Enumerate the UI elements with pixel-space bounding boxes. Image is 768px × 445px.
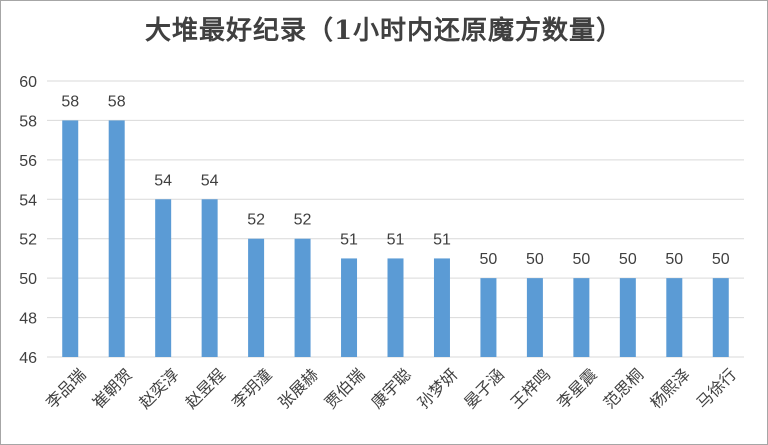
x-tick-label: 赵奕淳: [135, 365, 182, 412]
x-tick-label: 范思桐: [600, 365, 647, 412]
data-label: 50: [712, 251, 730, 268]
x-tick-label: 李星震: [553, 365, 600, 412]
x-tick-label: 贾伯瑞: [321, 365, 368, 412]
x-tick-label: 崔朝贺: [89, 365, 136, 412]
bar: [294, 238, 311, 357]
bar: [433, 258, 450, 357]
bar: [62, 120, 79, 357]
y-tick-label: 50: [19, 271, 37, 288]
bar: [248, 238, 265, 357]
bar: [201, 199, 218, 357]
data-label: 58: [108, 93, 126, 110]
data-label: 58: [61, 93, 79, 110]
bar: [108, 120, 125, 357]
data-label: 54: [154, 172, 172, 189]
bar: [666, 278, 683, 357]
data-label: 50: [480, 251, 498, 268]
bar: [712, 278, 729, 357]
data-label: 52: [294, 212, 312, 229]
x-tick-label: 李玥潼: [228, 365, 275, 412]
data-label: 51: [387, 231, 405, 248]
y-tick-label: 58: [19, 113, 37, 130]
bar: [619, 278, 636, 357]
data-label: 50: [619, 251, 637, 268]
x-tick-label: 王梓鸣: [507, 365, 554, 412]
bar: [387, 258, 404, 357]
bar: [480, 278, 497, 357]
x-tick-label: 张展赫: [274, 365, 321, 412]
bar: [526, 278, 543, 357]
y-tick-label: 60: [19, 74, 37, 91]
x-tick-label: 孙梦妍: [414, 365, 461, 412]
x-tick-label: 赵昱程: [182, 365, 229, 412]
y-tick-label: 56: [19, 153, 37, 170]
y-tick-label: 48: [19, 311, 37, 328]
x-tick-label: 晏子涵: [460, 365, 507, 412]
y-tick-label: 52: [19, 232, 37, 249]
data-label: 52: [247, 212, 265, 229]
data-label: 51: [340, 231, 358, 248]
bar: [341, 258, 358, 357]
data-label: 51: [433, 231, 451, 248]
bar: [155, 199, 172, 357]
x-tick-label: 杨熙泽: [646, 365, 693, 412]
bar: [573, 278, 590, 357]
data-label: 50: [572, 251, 590, 268]
x-tick-label: 康宇聪: [367, 365, 414, 412]
x-tick-label: 李品瑞: [42, 365, 89, 412]
chart-title: 大堆最好纪录（1小时内还原魔方数量）: [144, 16, 624, 46]
data-label: 50: [665, 251, 683, 268]
data-label: 54: [201, 172, 219, 189]
y-tick-label: 46: [19, 350, 37, 367]
x-tick-label: 马徐行: [693, 365, 740, 412]
data-label: 50: [526, 251, 544, 268]
y-tick-label: 54: [19, 192, 37, 209]
